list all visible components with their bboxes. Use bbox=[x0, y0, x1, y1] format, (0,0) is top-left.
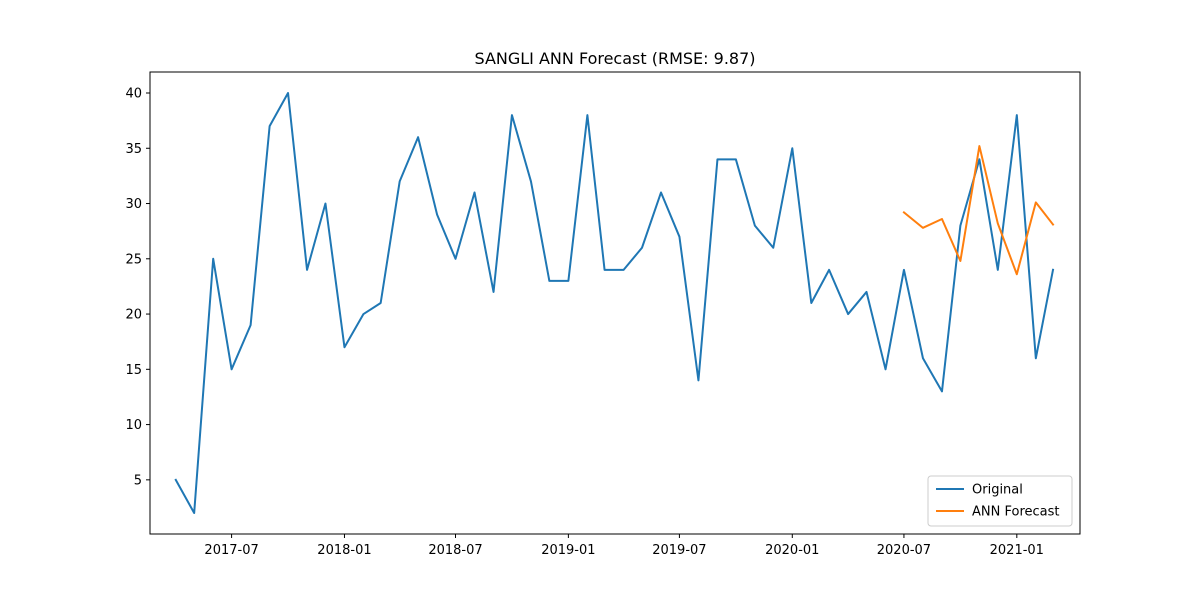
series-line-1 bbox=[902, 145, 1055, 276]
y-axis: 5 10 15 20 25 30 35 40 bbox=[125, 87, 150, 488]
y-tick-label: 40 bbox=[125, 87, 142, 102]
y-tick-label: 30 bbox=[125, 197, 142, 212]
x-tick-label: 2019-07 bbox=[652, 543, 706, 558]
y-tick-label: 5 bbox=[134, 473, 142, 488]
y-tick-label: 20 bbox=[125, 308, 142, 323]
x-tick-label: 2020-07 bbox=[877, 543, 931, 558]
legend: Original ANN Forecast bbox=[927, 475, 1073, 527]
x-tick-label: 2017-07 bbox=[204, 543, 258, 558]
chart-title: SANGLI ANN Forecast (RMSE: 9.87) bbox=[474, 49, 755, 68]
y-tick-label: 35 bbox=[125, 142, 142, 157]
x-tick-label: 2019-01 bbox=[541, 543, 595, 558]
x-axis: 2017-07 2018-01 2018-07 2019-01 2019-07 2020-… bbox=[204, 534, 1044, 558]
plot-area-frame bbox=[149, 71, 1081, 535]
legend-label-1: ANN Forecast bbox=[972, 505, 1059, 520]
series-layer bbox=[174, 92, 1055, 514]
y-tick-label: 15 bbox=[125, 363, 142, 378]
x-tick-label: 2018-07 bbox=[428, 543, 482, 558]
y-tick-label: 25 bbox=[125, 252, 142, 267]
y-tick-label: 10 bbox=[125, 418, 142, 433]
x-tick-label: 2020-01 bbox=[765, 543, 819, 558]
legend-label-0: Original bbox=[972, 483, 1023, 498]
x-tick-label: 2021-01 bbox=[990, 543, 1044, 558]
x-tick-label: 2018-01 bbox=[317, 543, 371, 558]
series-line-0 bbox=[174, 92, 1055, 514]
